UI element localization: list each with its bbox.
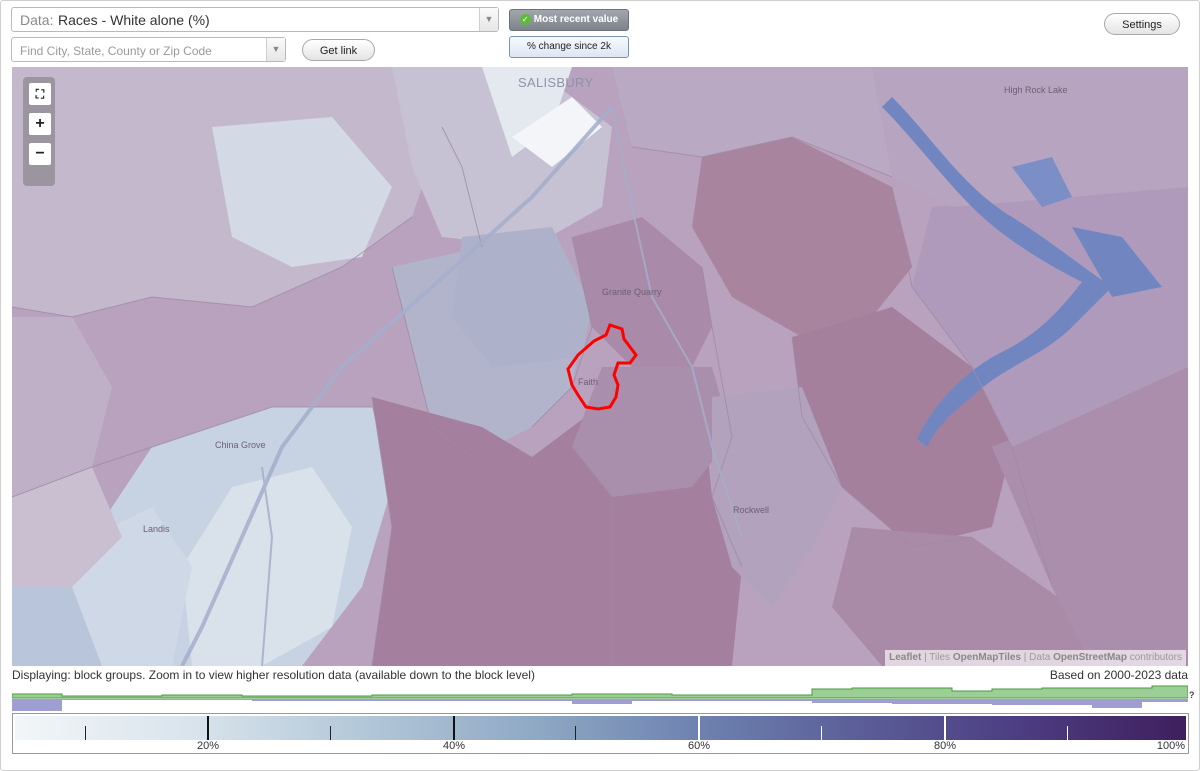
leaflet-link[interactable]: Leaflet	[889, 652, 922, 663]
zoom-in-button[interactable]: +	[29, 113, 51, 135]
scale-tick	[453, 716, 455, 740]
zoom-controls: ⛶ + −	[23, 77, 55, 186]
location-search[interactable]: ▼	[11, 37, 286, 62]
get-link-button[interactable]: Get link	[302, 39, 375, 61]
attribution-sep-tiles: | Tiles	[921, 652, 953, 663]
map-label-granite-quarry: Granite Quarry	[602, 287, 662, 297]
most-recent-toggle[interactable]: ✓ Most recent value	[509, 9, 629, 31]
scale-tick	[330, 726, 331, 740]
scale-tick	[575, 726, 576, 740]
fullscreen-icon[interactable]: ⛶	[29, 83, 51, 105]
distribution-histogram	[12, 685, 1188, 711]
scale-tick	[85, 726, 86, 740]
map-canvas	[12, 67, 1188, 666]
scale-label-40: 40%	[442, 740, 465, 752]
display-level-note: Displaying: block groups. Zoom in to vie…	[12, 668, 535, 682]
map-label-salisbury: SALISBURY	[518, 75, 594, 90]
map-label-faith: Faith	[578, 377, 599, 387]
scale-label-60: 60%	[687, 740, 710, 752]
data-prefix-label: Data:	[20, 12, 54, 28]
attribution-sep-data: | Data	[1021, 652, 1054, 663]
attribution-contributors: contributors	[1126, 652, 1182, 663]
most-recent-label: Most recent value	[533, 14, 619, 25]
data-variable-value: Races - White alone (%)	[58, 12, 210, 28]
zoom-out-button[interactable]: −	[29, 143, 51, 165]
data-variable-select[interactable]: Data: Races - White alone (%) ▼	[11, 7, 499, 32]
map-label-high-rock-lake: High Rock Lake	[1004, 85, 1068, 95]
scale-tick	[944, 716, 946, 740]
map-label-china-grove: China Grove	[215, 440, 266, 450]
chevron-down-icon[interactable]: ▼	[266, 38, 285, 61]
chevron-down-icon[interactable]: ▼	[479, 8, 498, 31]
map-label-landis: Landis	[143, 524, 170, 534]
scale-tick	[207, 716, 209, 740]
check-icon: ✓	[519, 14, 531, 25]
choropleth-map[interactable]: SALISBURY High Rock Lake Granite Quarry …	[12, 67, 1188, 666]
percent-change-toggle[interactable]: % change since 2k	[509, 36, 629, 58]
openstreetmap-link[interactable]: OpenStreetMap	[1053, 652, 1127, 663]
scale-tick	[698, 716, 700, 740]
map-label-rockwell: Rockwell	[733, 505, 770, 515]
openmaptiles-link[interactable]: OpenMapTiles	[952, 652, 1021, 663]
scale-label-80: 80%	[933, 740, 956, 752]
data-range-note: Based on 2000-2023 data	[1049, 668, 1188, 682]
settings-button[interactable]: Settings	[1104, 13, 1180, 35]
map-attribution: Leaflet | Tiles OpenMapTiles | Data Open…	[885, 650, 1186, 666]
color-scale-legend: 20% 40% 60% 80% 100%	[12, 713, 1189, 754]
scale-tick	[821, 726, 822, 740]
selected-area-outline	[566, 323, 638, 411]
scale-tick	[1067, 726, 1068, 740]
search-input[interactable]	[18, 41, 267, 60]
help-icon[interactable]: ?	[1189, 690, 1195, 700]
color-gradient-bar	[15, 716, 1186, 740]
scale-label-20: 20%	[196, 740, 219, 752]
scale-label-100: 100%	[1156, 740, 1185, 752]
